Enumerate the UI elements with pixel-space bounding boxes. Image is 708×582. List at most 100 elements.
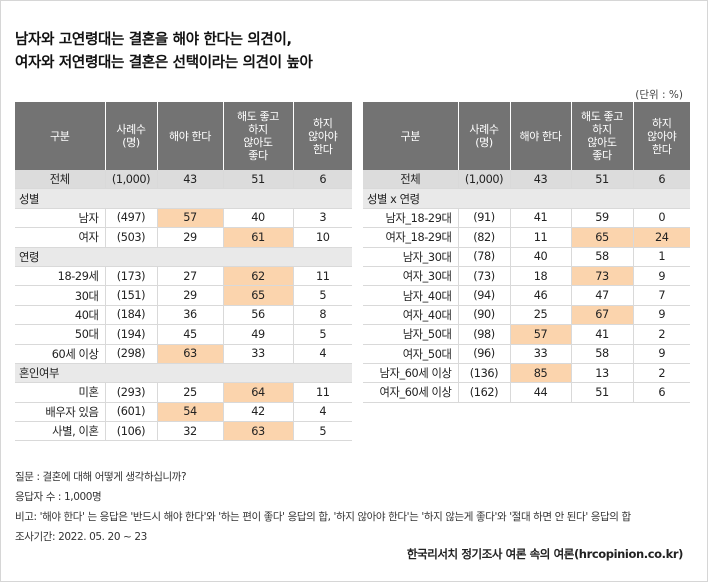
table-row: 여자_18-29대 (82) 11 65 24 (363, 227, 690, 248)
column-header: 해도 좋고 하지 않아도 좋다 (222, 102, 293, 170)
row-label: 여자 (15, 227, 105, 248)
percent-cell: 6 (632, 170, 690, 190)
table-row: 30대 (151) 29 65 5 (15, 285, 352, 306)
sample-size-cell: (151) (104, 285, 157, 306)
table-left: 구분 사례수 (명) 해야 한다 해도 좋고 하지 않아도 좋다 하지 않아야 한다 전체 (1,00… (15, 102, 352, 442)
sample-size-cell: (184) (104, 305, 157, 326)
percent-cell: 5 (292, 421, 352, 442)
percent-cell: 63 (156, 344, 223, 364)
row-label: 남자_60세 이상 (363, 363, 458, 384)
row-label: 남자 (15, 208, 105, 229)
table-row: 남자_30대 (78) 40 58 1 (363, 247, 690, 267)
percent-cell: 40 (509, 247, 571, 267)
column-header: 구분 (15, 102, 105, 170)
row-label: 여자_60세 이상 (363, 382, 458, 403)
row-label: 남자_50대 (363, 324, 458, 345)
section-row: 성별 (15, 188, 352, 209)
table-row: 여자_60세 이상 (162) 44 51 6 (363, 382, 690, 403)
percent-cell: 29 (156, 285, 223, 306)
percent-cell: 42 (222, 402, 293, 423)
note-remark: 비고: '해야 한다' 는 응답은 '반드시 해야 한다'와 '하는 편이 좋다… (15, 511, 631, 523)
percent-cell: 3 (292, 208, 352, 229)
row-label: 40대 (15, 305, 105, 326)
percent-cell: 18 (509, 266, 571, 287)
sample-size-cell: (194) (104, 324, 157, 345)
table-row: 배우자 있음 (601) 54 42 4 (15, 402, 352, 423)
percent-cell: 11 (509, 227, 571, 248)
percent-cell: 61 (222, 227, 293, 248)
percent-cell: 4 (292, 402, 352, 423)
row-label: 30대 (15, 285, 105, 306)
percent-cell: 44 (509, 382, 571, 403)
row-label: 배우자 있음 (15, 402, 105, 423)
sample-size-cell: (503) (104, 227, 157, 248)
column-header: 해야 한다 (509, 102, 571, 170)
table-body: 전체 (1,000) 43 51 6 성별 x 연령 남자_18-29대 (91) 41 59 0 여… (363, 170, 690, 403)
percent-cell: 49 (222, 324, 293, 345)
row-label: 60세 이상 (15, 344, 105, 364)
sample-size-cell: (298) (104, 344, 157, 364)
sample-size-cell: (162) (457, 382, 510, 403)
percent-cell: 33 (222, 344, 293, 364)
table-row: 여자_40대 (90) 25 67 9 (363, 305, 690, 326)
percent-cell: 9 (632, 344, 690, 364)
column-header: 구분 (363, 102, 458, 170)
column-header: 해도 좋고 하지 않아도 좋다 (570, 102, 633, 170)
table-row: 50대 (194) 45 49 5 (15, 324, 352, 345)
percent-cell: 9 (632, 266, 690, 287)
percent-cell: 41 (509, 208, 571, 229)
footnotes: 질문 : 결혼에 대해 어떻게 생각하십니까? 응답자 수 : 1,000명 비… (15, 467, 631, 547)
row-label: 여자_40대 (363, 305, 458, 326)
sample-size-cell: (1,000) (457, 170, 510, 190)
percent-cell: 85 (509, 363, 571, 384)
section-row: 혼인여부 (15, 363, 352, 384)
section-label: 혼인여부 (15, 363, 352, 384)
table-row: 미혼 (293) 25 64 11 (15, 382, 352, 403)
row-label: 미혼 (15, 382, 105, 403)
percent-cell: 5 (292, 324, 352, 345)
column-header: 하지 않아야 한다 (632, 102, 690, 170)
sample-size-cell: (106) (104, 421, 157, 442)
table-row: 여자_50대 (96) 33 58 9 (363, 344, 690, 364)
percent-cell: 51 (570, 170, 633, 190)
percent-cell: 36 (156, 305, 223, 326)
table-row: 남자_18-29대 (91) 41 59 0 (363, 208, 690, 229)
table-row: 여자_30대 (73) 18 73 9 (363, 266, 690, 287)
percent-cell: 6 (632, 382, 690, 403)
note-respondents: 응답자 수 : 1,000명 (15, 491, 102, 503)
percent-cell: 2 (632, 324, 690, 345)
table-row: 사별, 이혼 (106) 32 63 5 (15, 421, 352, 442)
sample-size-cell: (73) (457, 266, 510, 287)
table-row: 남자_50대 (98) 57 41 2 (363, 324, 690, 345)
table-row: 남자 (497) 57 40 3 (15, 208, 352, 229)
percent-cell: 0 (632, 208, 690, 229)
percent-cell: 64 (222, 382, 293, 403)
sample-size-cell: (78) (457, 247, 510, 267)
row-label: 전체 (15, 170, 105, 190)
percent-cell: 10 (292, 227, 352, 248)
percent-cell: 73 (570, 266, 633, 287)
sample-size-cell: (136) (457, 363, 510, 384)
column-header: 하지 않아야 한다 (292, 102, 352, 170)
sample-size-cell: (96) (457, 344, 510, 364)
title-line-1: 남자와 고연령대는 결혼을 해야 한다는 의견이, (15, 32, 292, 48)
percent-cell: 13 (570, 363, 633, 384)
column-header: 사례수 (명) (457, 102, 510, 170)
sample-size-cell: (601) (104, 402, 157, 423)
percent-cell: 58 (570, 247, 633, 267)
percent-cell: 11 (292, 266, 352, 287)
row-label: 남자_30대 (363, 247, 458, 267)
percent-cell: 1 (632, 247, 690, 267)
percent-cell: 32 (156, 421, 223, 442)
percent-cell: 4 (292, 344, 352, 364)
percent-cell: 65 (222, 285, 293, 306)
percent-cell: 24 (632, 227, 690, 248)
table-row: 60세 이상 (298) 63 33 4 (15, 344, 352, 364)
total-row: 전체 (1,000) 43 51 6 (363, 170, 690, 190)
percent-cell: 33 (509, 344, 571, 364)
percent-cell: 67 (570, 305, 633, 326)
percent-cell: 54 (156, 402, 223, 423)
percent-cell: 63 (222, 421, 293, 442)
row-label: 18-29세 (15, 266, 105, 287)
percent-cell: 41 (570, 324, 633, 345)
